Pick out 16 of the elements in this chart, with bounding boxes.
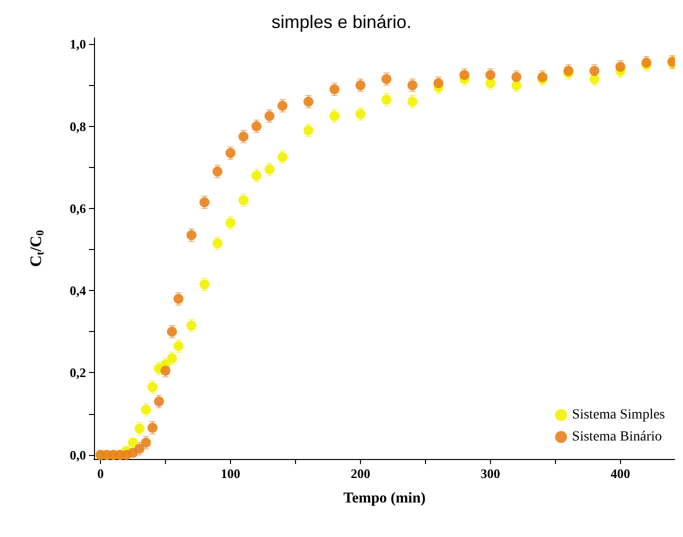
x-axis-title: Tempo (min) (343, 490, 426, 506)
legend-label: Sistema Binário (572, 430, 662, 444)
x-tick-label: 200 (350, 466, 370, 481)
legend-label: Sistema Simples (572, 408, 666, 422)
y-tick-label: 0,6 (70, 200, 86, 216)
x-tick-label: 100 (220, 466, 240, 481)
y-tick-label: 1,0 (70, 36, 86, 52)
y-tick-label: 0,8 (70, 118, 86, 134)
x-tick-label: 400 (610, 466, 630, 481)
y-tick-label: 0,0 (70, 447, 86, 462)
x-tick-label: 0 (97, 466, 104, 481)
y-tick-label: 0,2 (70, 365, 86, 380)
y-tick-label: 0,4 (70, 283, 86, 298)
y-axis-title: Ct/C0 (28, 230, 46, 267)
chart-title: simples e binário. (271, 12, 412, 32)
x-tick-label: 300 (480, 466, 500, 481)
